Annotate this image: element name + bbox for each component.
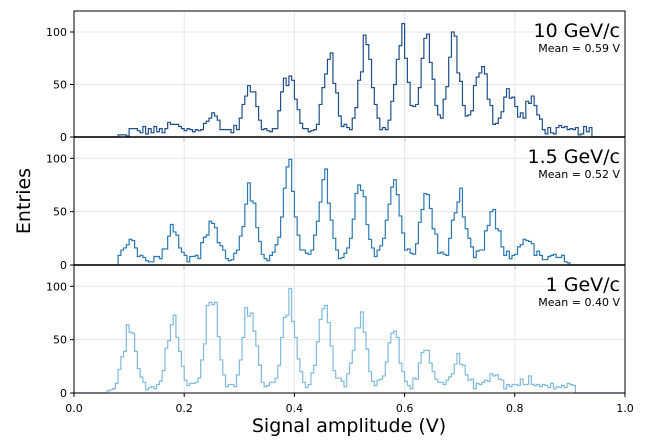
histogram-series <box>74 23 625 138</box>
panel-title: 10 GeV/c <box>534 20 620 42</box>
x-tick-label: 0.4 <box>286 402 304 415</box>
x-axis: 0.0 0.2 0.4 0.6 0.8 1.0 <box>65 402 634 415</box>
x-tick-label: 1.0 <box>616 402 634 415</box>
y-tick-label: 50 <box>53 206 67 219</box>
panel-mean-label: Mean = 0.40 V <box>538 296 620 309</box>
panel-frame <box>73 264 626 394</box>
y-tick-label: 100 <box>46 280 67 293</box>
histogram-series <box>74 158 625 266</box>
y-tick-label: 50 <box>53 334 67 347</box>
y-axis-title: Entries <box>13 168 35 234</box>
x-tick-label: 0.2 <box>175 402 193 415</box>
y-tick-label: 0 <box>60 259 67 272</box>
x-tick-label: 0.0 <box>65 402 83 415</box>
x-tick-label: 0.8 <box>506 402 524 415</box>
y-tick-label: 0 <box>60 131 67 144</box>
panel-title: 1.5 GeV/c <box>527 146 620 168</box>
panel-title: 1 GeV/c <box>546 274 620 296</box>
x-tick-label: 0.6 <box>396 402 414 415</box>
panel-mean-label: Mean = 0.59 V <box>538 42 620 55</box>
y-tick-label: 0 <box>60 387 67 400</box>
histogram-series <box>74 287 625 394</box>
panel-mean-label: Mean = 0.52 V <box>538 168 620 181</box>
y-tick-label: 50 <box>53 79 67 92</box>
x-axis-title: Signal amplitude (V) <box>252 415 446 437</box>
y-tick-label: 100 <box>46 152 67 165</box>
y-tick-label: 100 <box>46 26 67 39</box>
